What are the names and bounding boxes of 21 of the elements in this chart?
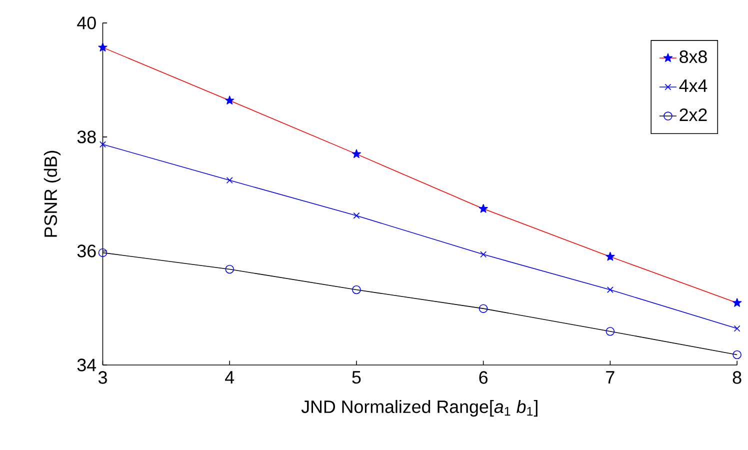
y-tick-label: 40 [77, 16, 96, 30]
x-tick-label: 5 [352, 371, 361, 384]
x-tick-label: 7 [606, 371, 614, 384]
y-tick-label: 36 [77, 244, 96, 258]
point [606, 286, 614, 294]
legend-label: 8x8 [680, 50, 707, 64]
legend-label: 2x2 [680, 108, 707, 122]
point [734, 325, 740, 332]
x-tick-label: 3 [98, 371, 107, 384]
x-tick-label: 6 [479, 371, 488, 384]
legend-label: 4x4 [679, 80, 708, 92]
y-tick-label: 34 [77, 358, 96, 372]
x-tick-label: 4 [225, 371, 234, 384]
point [100, 141, 106, 148]
y-tick-label: 38 [77, 130, 96, 144]
x-tick-label: 8 [732, 371, 742, 384]
point [226, 177, 233, 184]
y-axis-title: PSNR (dB) [44, 150, 61, 237]
point [353, 212, 360, 219]
point [480, 251, 487, 258]
x-axis-title: JND Normalized Range[a$_{1}$ b$_{1}$] [301, 400, 538, 417]
